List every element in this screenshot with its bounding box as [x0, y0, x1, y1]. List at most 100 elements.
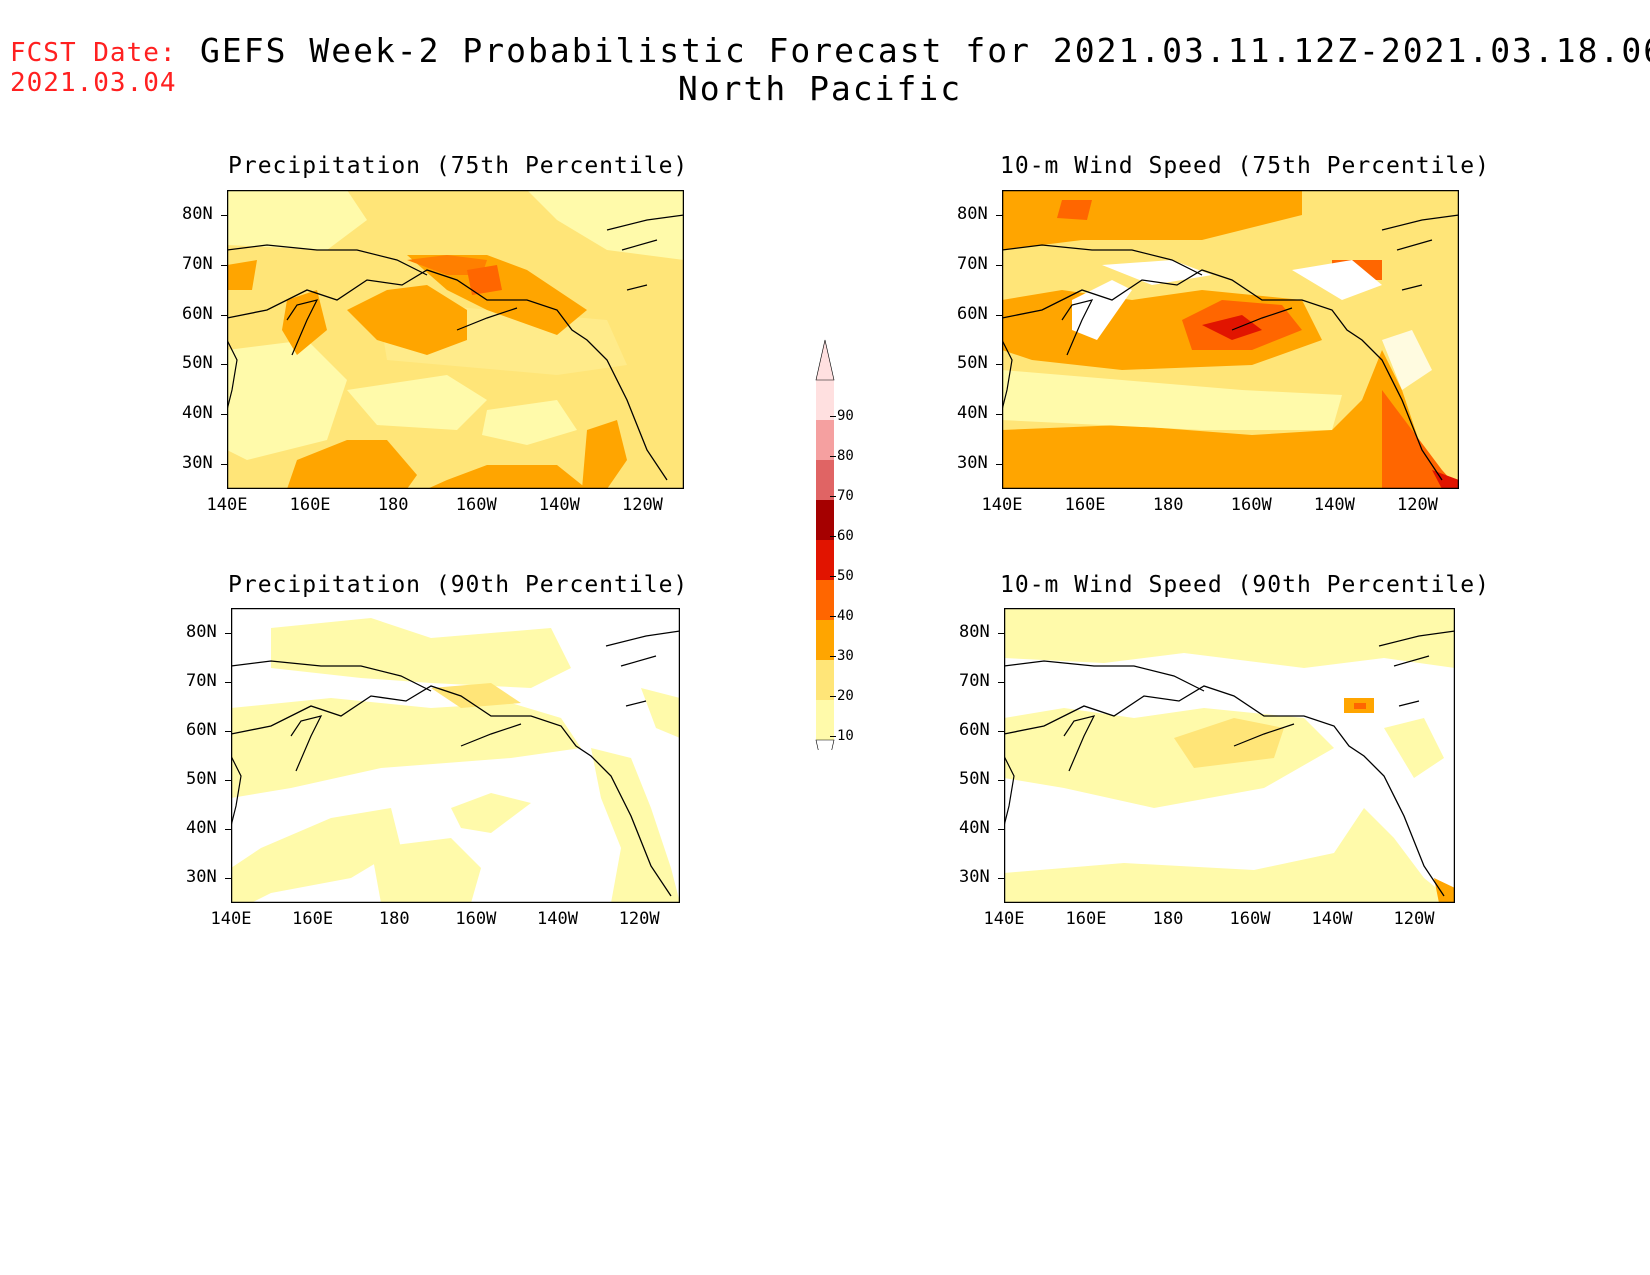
lat-tick-wind-90	[998, 681, 1004, 683]
lat-tick-precip-90	[225, 730, 231, 732]
lat-tick-precip-90	[225, 632, 231, 634]
lat-label-precip-90: 60N	[186, 719, 217, 740]
colorbar-swatch	[816, 620, 834, 660]
lat-label-precip-90: 30N	[186, 867, 217, 888]
colorbar-level-label: 20	[837, 688, 854, 704]
colorbar-swatch	[816, 460, 834, 500]
colorbar-tick	[830, 576, 836, 577]
colorbar-tick	[830, 416, 836, 417]
lat-label-wind-75: 70N	[957, 253, 988, 274]
lat-tick-wind-90	[998, 780, 1004, 782]
lat-label-wind-90: 80N	[959, 621, 990, 642]
lat-tick-precip-90	[225, 878, 231, 880]
lat-label-precip-75: 60N	[182, 303, 213, 324]
lon-label-wind-75: 160W	[1230, 495, 1272, 515]
lat-tick-wind-90	[998, 878, 1004, 880]
lon-label-wind-75: 180	[1152, 495, 1184, 515]
lat-label-wind-75: 60N	[957, 303, 988, 324]
lat-label-precip-75: 70N	[182, 253, 213, 274]
colorbar-level-label: 40	[837, 608, 854, 624]
lon-label-wind-75: 140W	[1313, 495, 1355, 515]
lat-tick-wind-90	[998, 632, 1004, 634]
figure-title: GEFS Week-2 Probabilistic Forecast for 2…	[200, 31, 1650, 70]
panel-title-wind-75: 10-m Wind Speed (75th Percentile)	[1000, 153, 1490, 179]
lon-label-precip-75: 160E	[289, 495, 331, 515]
lat-tick-wind-90	[998, 829, 1004, 831]
lat-tick-wind-75	[996, 464, 1002, 466]
colorbar-level-label: 30	[837, 648, 854, 664]
lat-tick-precip-75	[221, 264, 227, 266]
colorbar-swatch	[816, 700, 834, 740]
lat-label-wind-90: 60N	[959, 719, 990, 740]
lat-label-precip-75: 50N	[182, 353, 213, 374]
lat-label-wind-90: 30N	[959, 867, 990, 888]
lat-tick-wind-75	[996, 364, 1002, 366]
lon-label-wind-90: 180	[1152, 909, 1184, 929]
lon-label-precip-75: 140W	[538, 495, 580, 515]
lat-label-precip-90: 70N	[186, 670, 217, 691]
lat-tick-wind-90	[998, 730, 1004, 732]
colorbar-tick	[830, 536, 836, 537]
colorbar-swatch	[816, 420, 834, 460]
colorbar-tick	[830, 496, 836, 497]
lat-label-precip-75: 40N	[182, 403, 213, 424]
lon-label-wind-90: 120W	[1393, 909, 1435, 929]
forecast-date-label: FCST Date:	[10, 38, 177, 68]
colorbar-level-label: 50	[837, 568, 854, 584]
colorbar-level-label: 90	[837, 408, 854, 424]
lon-label-wind-90: 160E	[1065, 909, 1107, 929]
lat-tick-precip-75	[221, 314, 227, 316]
lon-label-precip-90: 120W	[618, 909, 660, 929]
lon-label-precip-75: 120W	[621, 495, 663, 515]
map-precip-90	[231, 608, 680, 903]
lon-label-precip-75: 160W	[455, 495, 497, 515]
colorbar-tick	[830, 736, 836, 737]
lon-label-precip-90: 180	[378, 909, 410, 929]
lat-tick-precip-75	[221, 364, 227, 366]
colorbar-swatch	[816, 540, 834, 580]
lat-tick-precip-90	[225, 829, 231, 831]
lon-label-wind-90: 160W	[1229, 909, 1271, 929]
lat-label-wind-90: 70N	[959, 670, 990, 691]
colorbar-swatch	[816, 660, 834, 700]
colorbar-swatch	[816, 380, 834, 420]
lat-label-wind-75: 30N	[957, 453, 988, 474]
lat-label-precip-90: 80N	[186, 621, 217, 642]
lat-tick-precip-75	[221, 464, 227, 466]
lon-label-wind-75: 160E	[1064, 495, 1106, 515]
lat-tick-precip-75	[221, 414, 227, 416]
lat-tick-precip-90	[225, 681, 231, 683]
lat-label-precip-75: 30N	[182, 453, 213, 474]
lat-tick-precip-75	[221, 214, 227, 216]
lat-tick-wind-75	[996, 414, 1002, 416]
forecast-date-value: 2021.03.04	[10, 68, 177, 98]
lat-label-precip-75: 80N	[182, 203, 213, 224]
lat-label-wind-75: 80N	[957, 203, 988, 224]
colorbar-tick	[830, 616, 836, 617]
colorbar	[815, 339, 835, 750]
lat-label-precip-90: 40N	[186, 818, 217, 839]
lat-tick-wind-75	[996, 264, 1002, 266]
lat-label-precip-90: 50N	[186, 769, 217, 790]
lat-label-wind-90: 40N	[959, 818, 990, 839]
colorbar-swatch	[816, 580, 834, 620]
colorbar-tick	[830, 696, 836, 697]
lat-label-wind-75: 50N	[957, 353, 988, 374]
map-wind-90	[1004, 608, 1455, 903]
lon-label-wind-75: 120W	[1396, 495, 1438, 515]
lon-label-precip-75: 140E	[206, 495, 248, 515]
panel-title-precip-75: Precipitation (75th Percentile)	[228, 153, 689, 179]
lon-label-wind-75: 140E	[981, 495, 1023, 515]
map-precip-75	[227, 190, 684, 489]
lon-label-precip-90: 160E	[292, 909, 334, 929]
lon-label-precip-75: 180	[377, 495, 409, 515]
lat-label-wind-75: 40N	[957, 403, 988, 424]
colorbar-tick	[830, 456, 836, 457]
lat-label-wind-90: 50N	[959, 769, 990, 790]
colorbar-bottom-arrow	[815, 739, 835, 750]
lon-label-precip-90: 160W	[455, 909, 497, 929]
figure-title-block: GEFS Week-2 Probabilistic Forecast for 2…	[200, 31, 1650, 108]
colorbar-tick	[830, 656, 836, 657]
region-subtitle: North Pacific	[677, 69, 963, 108]
lon-label-precip-90: 140E	[210, 909, 252, 929]
